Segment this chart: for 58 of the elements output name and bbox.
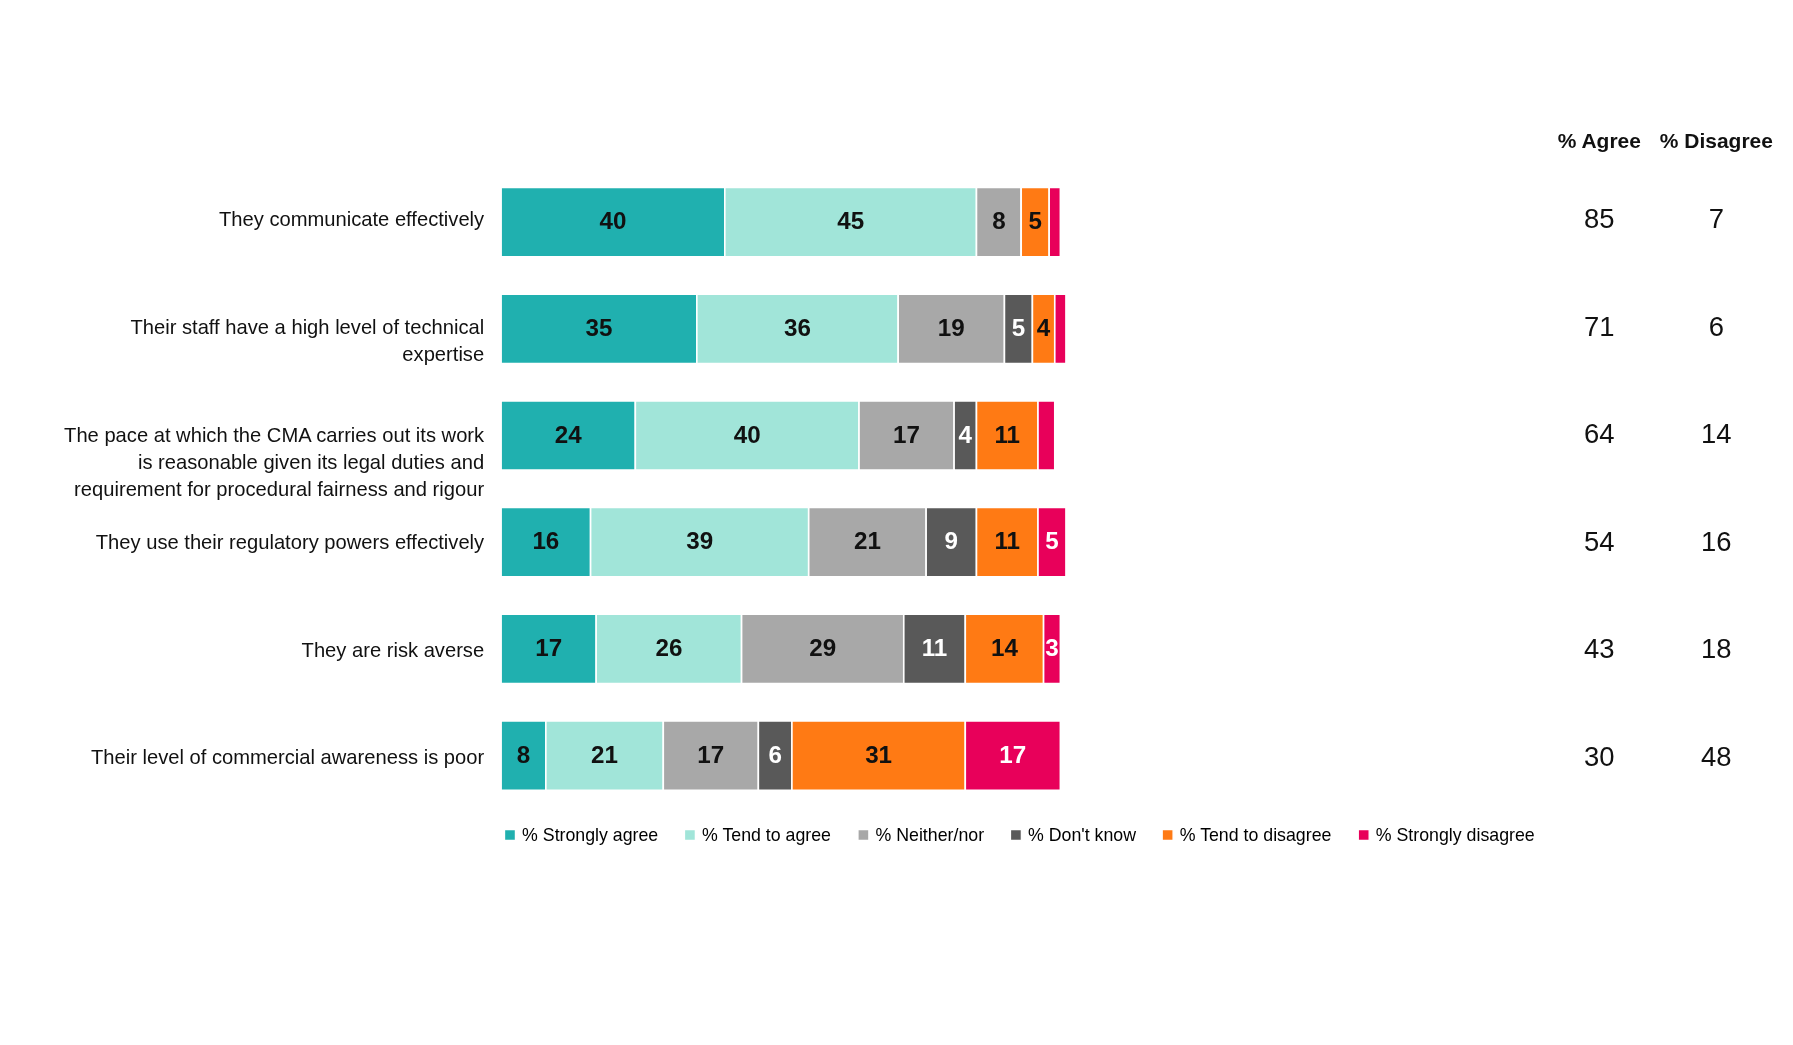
y-tick-label: The pace at which the CMA carries out its work is reasonable given its legal duties and requirement for procedural fairness and rigour (64, 423, 486, 501)
text: 14 (1701, 418, 1732, 450)
data-label: 24 (554, 420, 583, 448)
data-label: 45 (837, 207, 865, 235)
legend-label: % Neither/nor (875, 824, 985, 845)
data-label: 5 (1011, 314, 1026, 342)
data-label: 11 (921, 634, 948, 662)
data-label: 17 (697, 740, 725, 768)
text: 48 (1701, 740, 1732, 772)
text: 16 (1701, 525, 1732, 557)
y-tick-label: They communicate effectively (219, 208, 486, 231)
data-label: 4 (958, 420, 973, 448)
text: 71 (1584, 310, 1615, 342)
data-label: 17 (893, 420, 921, 448)
data-label: 8 (992, 207, 1006, 235)
data-label: 8 (516, 740, 531, 768)
data-label: 26 (655, 634, 683, 662)
data-label: 11 (994, 420, 1021, 448)
data-label: 17 (535, 634, 563, 662)
data-label: 9 (944, 527, 959, 555)
legend-label: % Tend to agree (702, 824, 832, 845)
data-label: 39 (686, 527, 714, 555)
data-label: 14 (990, 634, 1019, 662)
text: 54 (1584, 525, 1615, 557)
data-label: 40 (599, 207, 627, 235)
text: 43 (1584, 633, 1615, 665)
legend-label: % Strongly disagree (1375, 824, 1535, 845)
data-label: 11 (994, 527, 1021, 555)
legend-label: % Strongly agree (522, 824, 659, 845)
data-label: 6 (768, 740, 782, 768)
legend-label: % Tend to disagree (1179, 824, 1332, 845)
legend-label: % Don't know (1028, 824, 1137, 845)
y-tick-label: Their level of commercial awareness is poor (90, 746, 485, 769)
y-tick-label: They use their regulatory powers effectively (95, 531, 486, 554)
text: % Agree (1557, 129, 1641, 153)
data-label: 29 (809, 634, 837, 662)
data-label: 40 (733, 420, 761, 448)
data-label: 19 (937, 314, 965, 342)
data-label: 5 (1028, 207, 1042, 235)
data-label: 31 (865, 740, 893, 768)
data-label: 3 (1045, 634, 1059, 662)
data-label: 17 (999, 740, 1027, 768)
text: 30 (1584, 740, 1615, 772)
text: 85 (1584, 202, 1615, 234)
text: 6 (1708, 310, 1724, 342)
data-label: 16 (532, 527, 560, 555)
data-label: 21 (853, 527, 881, 555)
text: 64 (1584, 418, 1615, 450)
data-label: 36 (784, 314, 811, 342)
text: 18 (1701, 633, 1732, 665)
data-label: 21 (591, 740, 619, 768)
y-tick-label: They are risk averse (301, 638, 485, 661)
text: 7 (1708, 202, 1724, 234)
data-label: 4 (1036, 314, 1051, 342)
y-tick-label: Their staff have a high level of technical expertise (130, 315, 485, 366)
data-label: 5 (1045, 527, 1059, 555)
text: % Disagree (1659, 129, 1773, 153)
data-label: 35 (585, 314, 613, 342)
